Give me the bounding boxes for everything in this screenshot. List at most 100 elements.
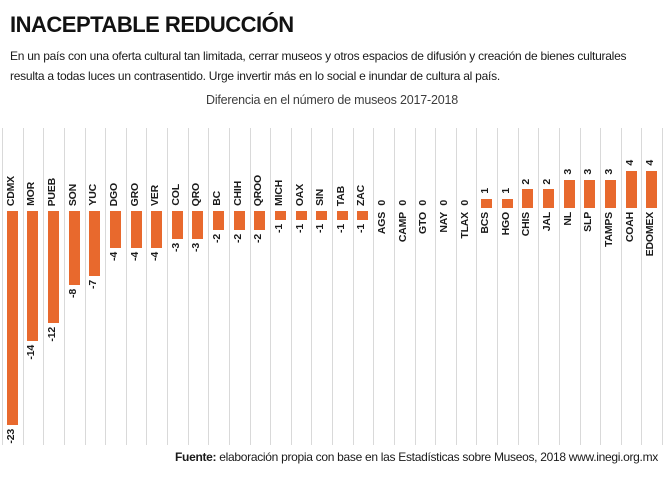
value-label-camp: 0 [396,200,409,206]
gridline [435,128,437,445]
gridline [125,128,127,445]
state-label-son: SON [66,183,79,206]
state-label-tab: TAB [334,185,347,206]
page-title: INACEPTABLE REDUCCIÓN [10,12,294,37]
gridline [662,128,663,445]
bar-cdmx [6,211,18,425]
value-label-col: -3 [169,242,182,252]
gridline [641,128,643,445]
value-label-qro: -3 [190,242,203,252]
bar-bcs [481,198,493,208]
value-label-nl: 3 [561,169,574,176]
bar-pueb [48,211,60,323]
value-label-ver: -4 [149,252,162,262]
value-label-edomex: 4 [644,160,657,166]
bar-zac [357,211,369,221]
value-label-sin: -1 [314,224,327,234]
bar-qroo [254,211,266,230]
bar-coah [625,170,637,208]
bar-son [68,211,80,286]
state-label-zac: ZAC [355,185,368,206]
bar-chart: CDMX -23 MOR -14 PUEB -12 SON -8 YUC -7 DGO -4 GRO -4… [2,128,663,445]
value-label-oax: -1 [293,224,306,234]
value-label-tlax: 0 [458,200,471,206]
gridline [63,128,65,445]
state-label-ags: AGS [376,212,389,235]
value-label-qroo: -2 [252,233,265,243]
gridline [393,128,395,445]
state-label-qro: QRO [190,182,203,206]
gridline [352,128,354,445]
value-label-mor: -14 [25,345,38,360]
bar-mich [274,211,286,221]
value-label-gro: -4 [128,252,141,262]
bar-gro [130,211,142,249]
state-label-gro: GRO [128,182,141,206]
value-label-jal: 2 [541,178,554,185]
bar-mor [27,211,39,342]
state-label-camp: CAMP [396,212,409,243]
state-label-chis: CHIS [520,212,533,237]
bar-slp [584,180,596,208]
state-label-jal: JAL [541,212,554,232]
bar-sin [316,211,328,221]
value-label-yuc: -7 [87,280,100,290]
source-text: elaboración propia con base en las Estad… [219,450,658,464]
gridline [311,128,313,445]
bar-bc [213,211,225,230]
gridline [332,128,333,445]
bar-tab [336,211,348,221]
value-label-slp: 3 [582,169,595,176]
gridline [2,128,3,445]
gridline [146,128,148,445]
value-label-tamps: 3 [602,169,615,176]
value-label-chih: -2 [231,233,244,243]
bar-tamps [604,180,616,208]
chart-title: Diferencia en el número de museos 2017-2… [206,93,458,107]
value-label-zac: -1 [355,224,368,234]
value-label-coah: 4 [623,160,636,166]
gridline [167,128,168,445]
state-label-cdmx: CDMX [4,175,17,206]
bar-chis [522,189,534,208]
gridline [600,128,602,445]
state-label-qroo: QROO [252,174,265,206]
value-label-hgo: 1 [499,188,512,194]
value-label-cdmx: -23 [4,428,17,444]
bar-nl [563,180,575,208]
state-label-nl: NL [561,212,574,226]
value-label-dgo: -4 [107,252,120,262]
state-label-col: COL [169,184,182,206]
state-label-coah: COAH [623,212,636,243]
value-label-ags: 0 [376,200,389,206]
gridline [620,128,622,445]
gridline [290,128,292,445]
gridline [455,128,457,445]
state-label-pueb: PUEB [46,177,59,206]
gridline [579,128,581,445]
source-note: Fuente: elaboración propia con base en l… [175,450,658,464]
value-label-bcs: 1 [479,188,492,194]
value-label-chis: 2 [520,178,533,185]
value-label-pueb: -12 [46,326,59,342]
bar-dgo [109,211,121,249]
bar-yuc [89,211,101,277]
value-label-bc: -2 [211,233,224,243]
state-label-edomex: EDOMEX [644,212,657,257]
gridline [228,128,230,445]
bar-col [171,211,183,239]
bar-qro [192,211,204,239]
gridline [476,128,478,445]
state-label-yuc: YUC [87,184,100,206]
bar-hgo [501,198,513,208]
value-label-son: -8 [66,289,79,299]
state-label-nay: NAY [437,212,450,233]
bar-jal [543,189,555,208]
gridline [105,128,107,445]
gridline [558,128,560,445]
gridline [414,128,416,445]
bar-edomex [646,170,658,208]
state-label-bcs: BCS [479,212,492,234]
gridline [497,128,498,445]
